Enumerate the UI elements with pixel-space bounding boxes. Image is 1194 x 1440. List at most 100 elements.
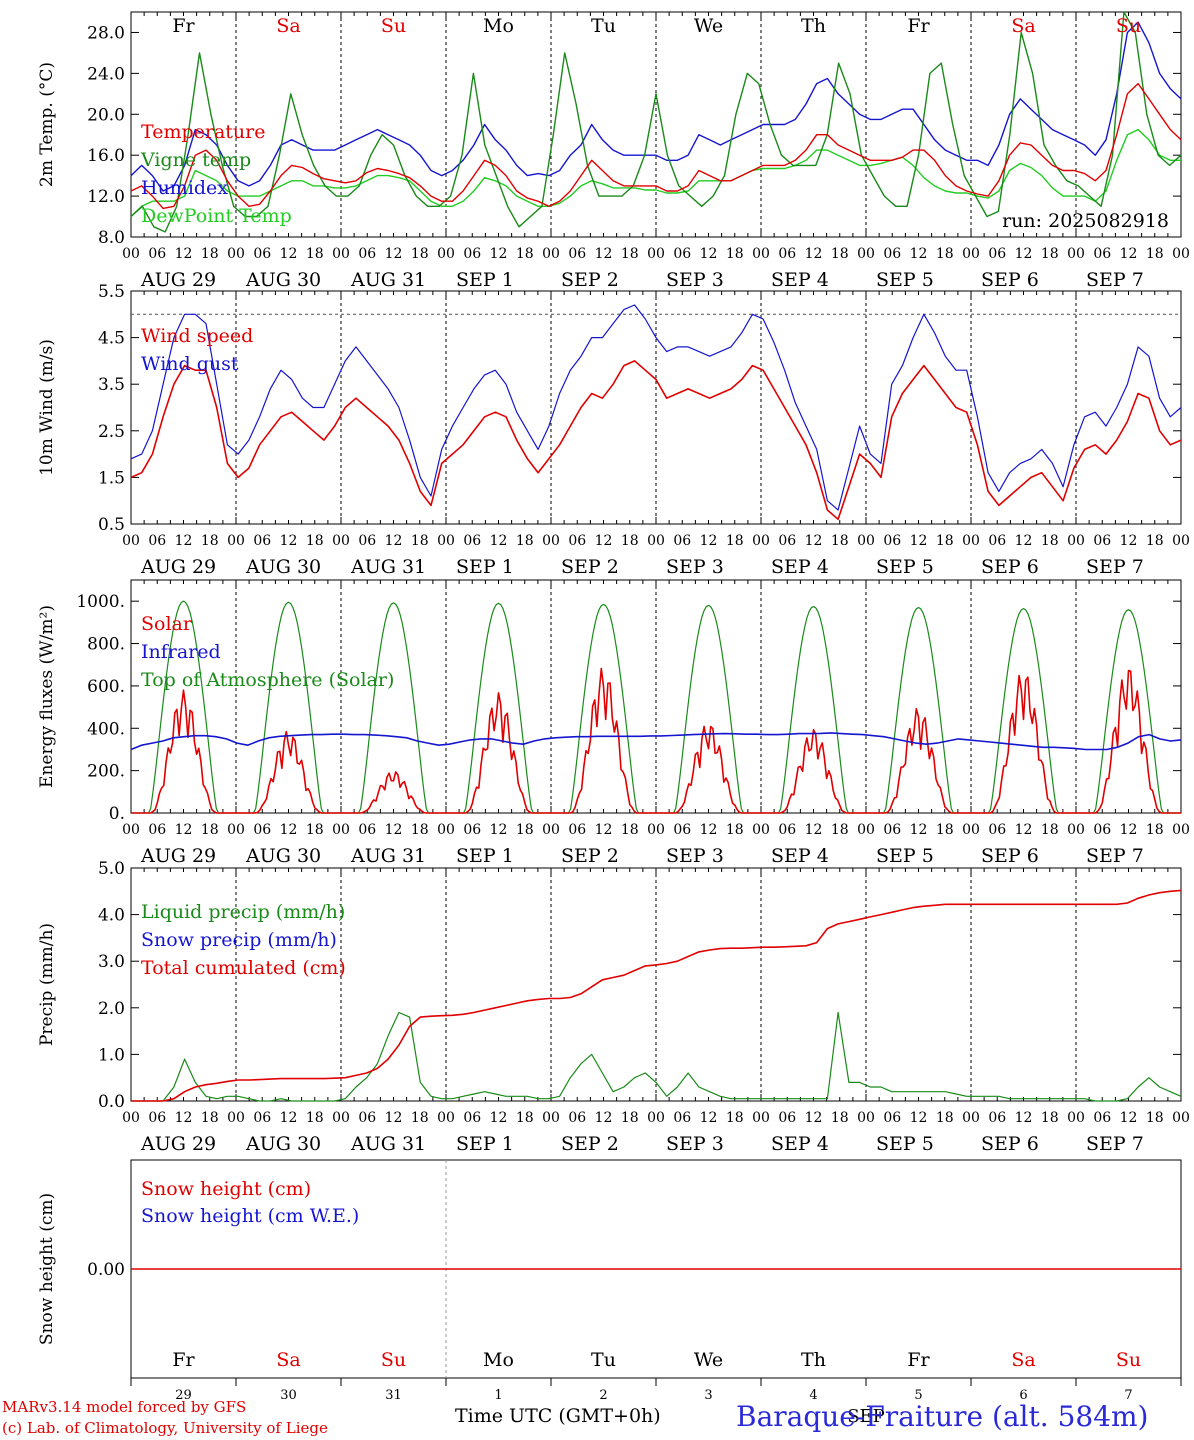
hour-tick-label: 06	[463, 533, 481, 549]
y-axis-label: 10m Wind (m/s)	[37, 339, 57, 476]
hour-tick-label: 18	[1041, 1110, 1059, 1126]
hour-tick-label: 18	[411, 246, 429, 262]
date-label: AUG 31	[350, 269, 426, 291]
station-title: Baraque-Fraiture (alt. 584m)	[736, 1400, 1149, 1433]
day-name-label: Su	[381, 1349, 406, 1371]
hour-tick-label: 00	[122, 246, 140, 262]
x-axis-hours-3: 00 06 12 18 00 06 12 18 00 06 12 18 00 06 12 18 00 06 12 18…	[122, 822, 1190, 867]
hour-tick-label: 18	[1041, 533, 1059, 549]
hour-tick-label: 18	[201, 1110, 219, 1126]
hour-tick-label: 00	[227, 533, 245, 549]
date-label: AUG 29	[140, 845, 216, 867]
hour-tick-label: 00	[752, 1110, 770, 1126]
y-tick-label: 28.0	[87, 23, 125, 43]
date-label: AUG 29	[140, 269, 216, 291]
y-tick-label: 400.	[87, 719, 125, 739]
date-label: AUG 30	[245, 845, 321, 867]
day-name-label: Sa	[1011, 15, 1035, 37]
hour-tick-label: 12	[1015, 1110, 1033, 1126]
date-label: SEP 3	[666, 845, 724, 867]
hour-tick-label: 06	[358, 822, 376, 838]
date-label: SEP 1	[456, 1133, 514, 1155]
hour-tick-label: 06	[253, 1110, 271, 1126]
hour-tick-label: 12	[175, 246, 193, 262]
day-name-label: Mo	[483, 15, 514, 37]
hour-tick-label: 12	[490, 822, 508, 838]
hour-tick-label: 18	[726, 1110, 744, 1126]
y-tick-label: 0.00	[87, 1260, 125, 1280]
hour-tick-label: 12	[385, 246, 403, 262]
model-credit-line1: MARv3.14 model forced by GFS	[2, 1398, 247, 1416]
day-name-label: Fr	[172, 15, 195, 37]
time-axis-title: Time UTC (GMT+0h)	[455, 1405, 661, 1427]
hour-tick-label: 00	[857, 246, 875, 262]
day-number-label: 4	[809, 1388, 817, 1403]
date-label: AUG 29	[140, 556, 216, 578]
date-label: SEP 5	[876, 845, 934, 867]
hour-tick-label: 06	[673, 1110, 691, 1126]
hour-tick-label: 06	[568, 1110, 586, 1126]
panel-5: 0.00 Snow height (cm) Snow height (cm) Snow…	[37, 1159, 1182, 1427]
hour-tick-label: 18	[621, 533, 639, 549]
hour-tick-label: 00	[542, 533, 560, 549]
legend-infrared: Infrared	[141, 641, 221, 663]
day-number-label: 3	[704, 1388, 712, 1403]
panel-2: 0.5 1.5 2.5 3.5 4.5 5.5 10m Wind (m/s) Wind spe…	[37, 282, 1182, 535]
series-wind-speed	[130, 360, 1182, 521]
hour-tick-label: 00	[1067, 533, 1085, 549]
hour-tick-label: 18	[516, 822, 534, 838]
hour-tick-label: 06	[568, 246, 586, 262]
y-tick-label: 0.	[109, 804, 125, 824]
y-tick-label: 3.0	[98, 952, 125, 972]
hour-tick-label: 12	[280, 246, 298, 262]
y-tick-label: 5.0	[98, 859, 125, 879]
legend-humidex: Humidex	[141, 177, 228, 199]
day-name-label: Th	[801, 15, 826, 37]
date-label: AUG 30	[245, 556, 321, 578]
hour-tick-label: 00	[752, 246, 770, 262]
panel-3: 0. 200. 400. 600. 800. 1000. Energy fluxes (W/…	[37, 579, 1182, 824]
hour-tick-label: 06	[673, 246, 691, 262]
date-label: SEP 1	[456, 556, 514, 578]
hour-tick-label: 00	[752, 822, 770, 838]
hour-tick-label: 18	[516, 533, 534, 549]
hour-tick-label: 00	[542, 822, 560, 838]
legend-dewpoint-temp: DewPoint Temp	[141, 205, 292, 227]
hour-tick-label: 00	[437, 822, 455, 838]
hour-tick-label: 12	[1120, 533, 1138, 549]
hour-tick-label: 12	[805, 533, 823, 549]
hour-tick-label: 18	[1146, 1110, 1164, 1126]
date-label: AUG 31	[350, 845, 426, 867]
hour-tick-label: 06	[778, 533, 796, 549]
hour-tick-label: 00	[437, 246, 455, 262]
y-tick-label: 2.0	[98, 999, 125, 1019]
hour-tick-label: 12	[1015, 246, 1033, 262]
day-name-label: We	[694, 15, 723, 37]
hour-tick-label: 12	[700, 246, 718, 262]
hour-tick-label: 18	[621, 246, 639, 262]
hour-tick-label: 12	[385, 1110, 403, 1126]
panel-1: 8.0 12.0 16.0 20.0 24.0 28.0 2m Temp. (°C) Fr Sa…	[37, 11, 1182, 248]
hour-tick-label: 18	[1146, 533, 1164, 549]
hour-tick-label: 06	[253, 533, 271, 549]
hour-tick-label: 06	[463, 246, 481, 262]
y-tick-label: 16.0	[87, 146, 125, 166]
hour-tick-label: 12	[700, 822, 718, 838]
hour-tick-label: 12	[385, 822, 403, 838]
date-label: AUG 30	[245, 1133, 321, 1155]
date-label: SEP 4	[771, 556, 829, 578]
hour-tick-label: 00	[1067, 246, 1085, 262]
date-label: SEP 6	[981, 845, 1039, 867]
day-name-label: Sa	[1011, 1349, 1035, 1371]
hour-tick-label: 18	[306, 1110, 324, 1126]
hour-tick-label: 00	[542, 246, 560, 262]
hour-tick-label: 06	[988, 1110, 1006, 1126]
hour-tick-label: 18	[201, 822, 219, 838]
y-tick-label: 12.0	[87, 187, 125, 207]
y-tick-label: 800.	[87, 635, 125, 655]
hour-tick-label: 06	[148, 822, 166, 838]
hour-tick-label: 00	[332, 822, 350, 838]
hour-tick-label: 12	[1015, 822, 1033, 838]
hour-tick-label: 06	[988, 246, 1006, 262]
model-credit-line2: (c) Lab. of Climatology, University of L…	[2, 1419, 328, 1437]
